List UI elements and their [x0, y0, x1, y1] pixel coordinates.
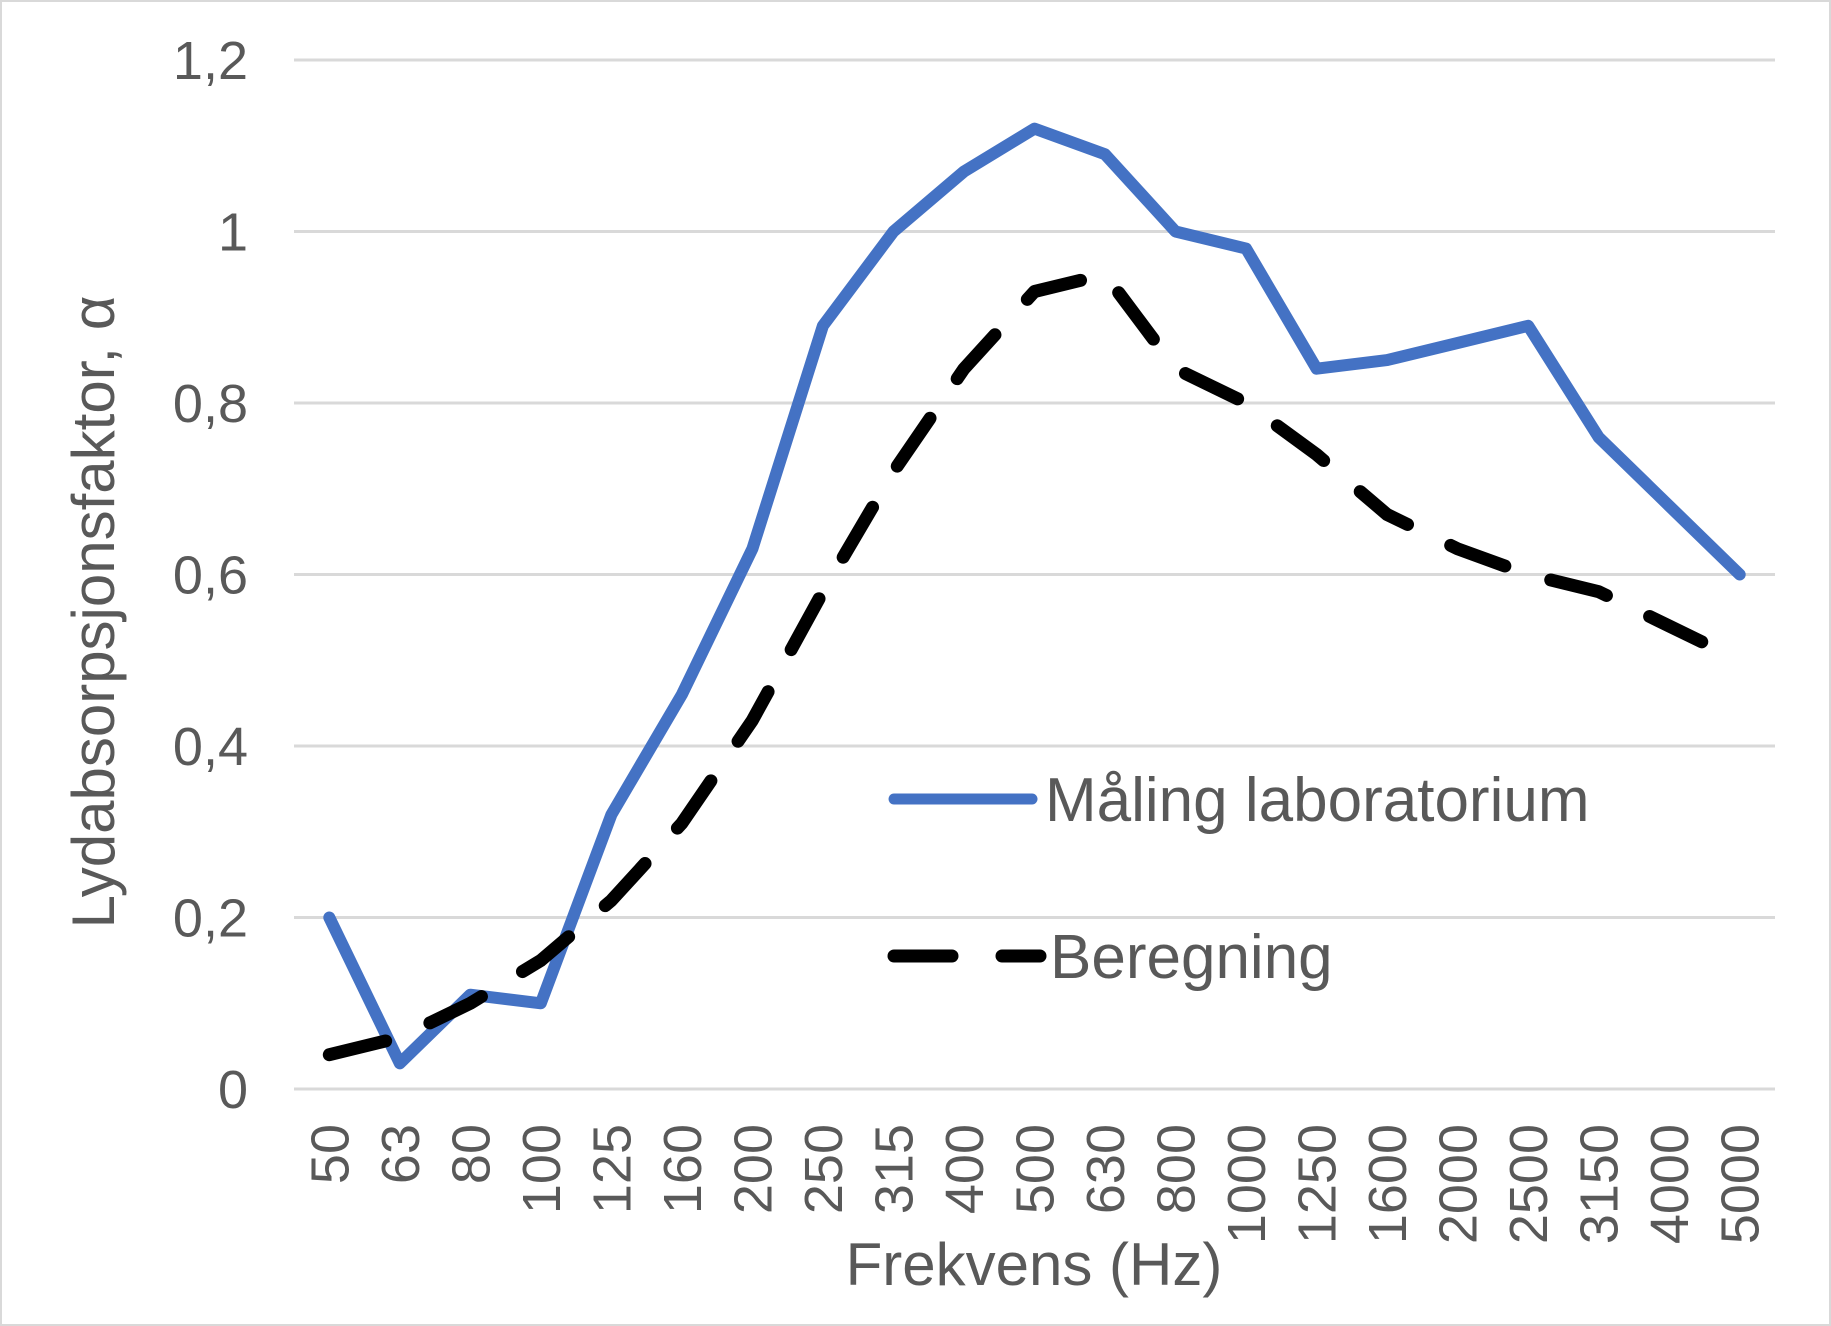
- y-axis-title: Lydabsorpsjonsfaktor, α: [60, 296, 127, 929]
- x-tick-label: 100: [512, 1124, 572, 1214]
- x-tick-label: 2000: [1429, 1124, 1489, 1244]
- y-axis-tick-labels: 0 0,2 0,4 0,6 0,8 1 1,2: [173, 31, 248, 1120]
- gridlines: [294, 58, 1775, 1091]
- legend: Måling laboratorium Beregning: [887, 766, 1589, 992]
- legend-label-measurement: Måling laboratorium: [1045, 766, 1589, 835]
- x-tick-label: 3150: [1570, 1124, 1630, 1244]
- x-tick-label: 315: [864, 1124, 924, 1214]
- x-tick-label: 1250: [1288, 1124, 1348, 1244]
- y-tick-label: 1: [218, 203, 248, 263]
- x-tick-label: 63: [371, 1124, 431, 1184]
- x-tick-label: 1600: [1358, 1124, 1418, 1244]
- y-tick-label: 0,2: [173, 889, 248, 949]
- data-series-lines: [322, 122, 1747, 1070]
- x-tick-label: 160: [653, 1124, 713, 1214]
- x-tick-label: 500: [1006, 1124, 1066, 1214]
- x-tick-label: 400: [935, 1124, 995, 1214]
- x-axis-tick-labels: 50 63 80 100 125 160 200 250 315 400 500 630 800 1000…: [300, 1124, 1770, 1244]
- x-tick-label: 800: [1147, 1124, 1207, 1214]
- legend-label-calculation: Beregning: [1050, 923, 1333, 992]
- x-tick-label: 125: [582, 1124, 642, 1214]
- x-tick-label: 80: [441, 1124, 501, 1184]
- series-line-calculation: [322, 267, 1747, 1062]
- x-tick-label: 250: [794, 1124, 854, 1214]
- x-tick-label: 1000: [1217, 1124, 1277, 1244]
- x-tick-label: 5000: [1711, 1124, 1771, 1244]
- x-tick-label: 4000: [1640, 1124, 1700, 1244]
- y-tick-label: 0: [218, 1060, 248, 1120]
- x-tick-label: 50: [300, 1124, 360, 1184]
- y-tick-label: 0,6: [173, 546, 248, 606]
- y-tick-label: 0,4: [173, 717, 248, 777]
- series-line-measurement: [323, 122, 1746, 1070]
- x-tick-label: 200: [723, 1124, 783, 1214]
- x-tick-label: 2500: [1499, 1124, 1559, 1244]
- y-tick-label: 1,2: [173, 31, 248, 91]
- x-tick-label: 630: [1076, 1124, 1136, 1214]
- y-tick-label: 0,8: [173, 374, 248, 434]
- x-axis-title: Frekvens (Hz): [846, 1231, 1223, 1298]
